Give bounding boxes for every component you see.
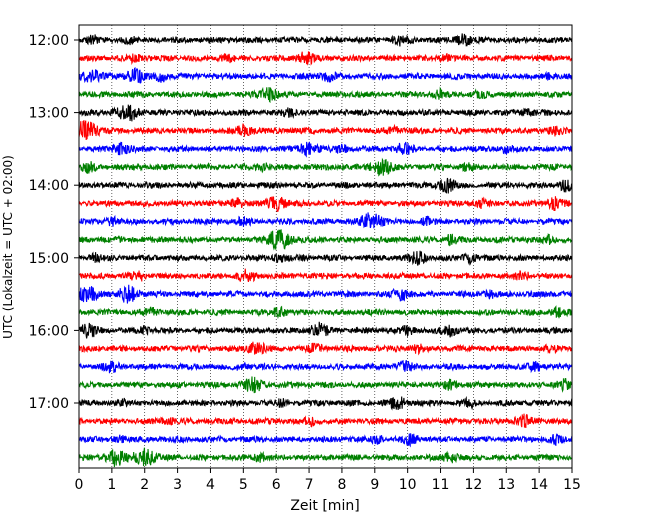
y-axis-ticks: 12:00 13:00 14:00 15:00 16:00 17:00 [29,33,79,412]
x-tick-label: 7 [305,477,314,493]
y-tick-label: 17:00 [29,396,69,412]
trace-1515 [78,268,573,283]
trace-1500 [78,250,573,266]
trace-1700 [78,395,573,411]
x-axis-label: Zeit [min] [290,498,359,514]
x-axis-ticks: 0 1 2 3 4 5 6 7 8 9 10 11 12 13 14 15 [75,468,581,493]
x-tick-label: 0 [75,477,84,493]
y-tick-label: 15:00 [29,251,69,267]
x-tick-label: 11 [432,477,450,493]
x-tick-label: 3 [173,477,182,493]
trace-1545 [78,305,573,320]
x-tick-label: 10 [399,477,417,493]
trace-1200 [78,33,573,47]
x-tick-label: 8 [337,477,346,493]
trace-1715 [78,413,573,429]
trace-1300 [78,104,573,122]
trace-1530 [78,284,573,304]
x-tick-label: 1 [107,477,116,493]
trace-1215 [78,51,573,66]
trace-1430 [78,212,573,229]
trace-1730 [78,433,573,448]
trace-1415 [78,196,573,213]
y-tick-label: 12:00 [29,33,69,49]
trace-1400 [78,177,573,194]
trace-1645 [78,376,573,394]
trace-1745 [78,447,573,468]
x-tick-label: 13 [497,477,515,493]
x-tick-label: 9 [370,477,379,493]
x-tick-label: 12 [464,477,482,493]
trace-1445 [78,229,573,251]
x-tick-label: 14 [530,477,548,493]
y-tick-label: 14:00 [29,178,69,194]
x-tick-label: 2 [140,477,149,493]
x-tick-label: 15 [563,477,581,493]
x-tick-label: 4 [206,477,215,493]
y-tick-label: 13:00 [29,106,69,122]
vertical-grid [111,25,540,468]
trace-1315 [78,120,573,141]
seismic-traces [78,33,573,468]
trace-1630 [78,359,573,374]
x-tick-label: 5 [239,477,248,493]
y-tick-label: 16:00 [29,323,69,339]
plot-frame [78,24,573,469]
trace-1600 [78,321,573,339]
x-tick-label: 6 [272,477,281,493]
trace-1345 [78,157,573,177]
trace-1330 [78,141,573,158]
trace-1245 [78,86,573,104]
trace-1230 [78,67,573,84]
y-axis-label: UTC (Lokalzeit = UTC + 02:00) [1,155,15,339]
trace-1615 [78,341,573,356]
